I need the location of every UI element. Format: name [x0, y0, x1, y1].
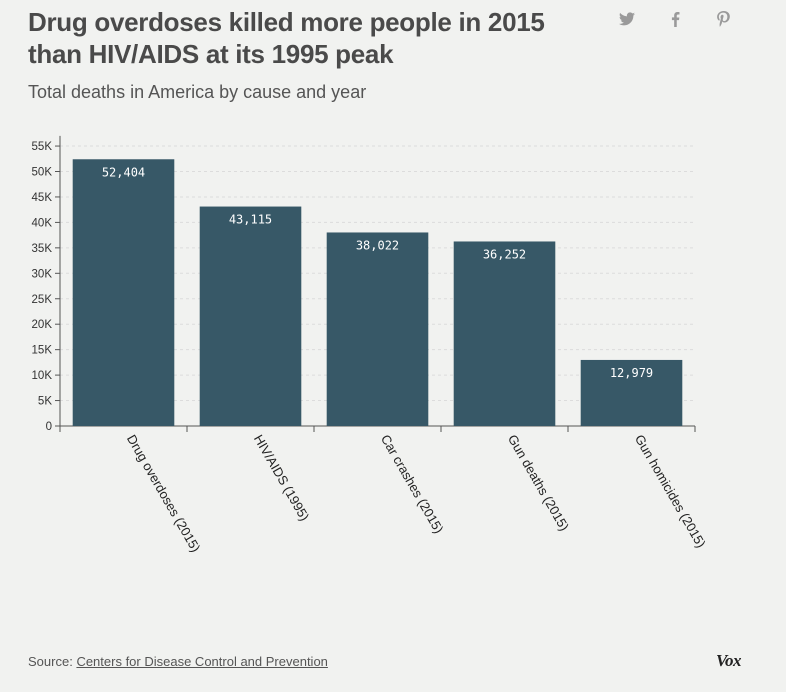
x-category-label: HIV/AIDS (1995) [251, 432, 312, 523]
bar-value-label: 43,115 [229, 213, 272, 227]
x-category-label: Drug overdoses (2015) [124, 432, 203, 555]
bar-value-label: 36,252 [483, 247, 526, 261]
bar-chart: 0 5K 10K 15K 20K 25K 30K 35K 40K 45K 50K 55K 52,404 D… [32, 135, 709, 555]
y-tick-label: 10K [32, 370, 53, 382]
bar [72, 159, 175, 426]
y-tick-label: 15K [32, 345, 53, 357]
facebook-icon[interactable] [666, 10, 684, 28]
x-category-label: Gun deaths (2015) [505, 432, 572, 533]
source-prefix: Source: [28, 654, 73, 669]
y-tick-label: 45K [32, 192, 53, 204]
bars [72, 159, 683, 426]
vox-logo: Vox [716, 651, 741, 670]
bar [326, 232, 429, 426]
y-tick-label: 20K [32, 319, 53, 331]
pinterest-icon[interactable] [714, 10, 732, 28]
bar [580, 359, 683, 426]
bar-value-label: 12,979 [610, 366, 653, 380]
bar-value-label: 38,022 [356, 238, 399, 252]
bar [199, 206, 302, 426]
y-tick-label: 55K [32, 141, 53, 153]
source-link[interactable]: Centers for Disease Control and Preventi… [76, 654, 328, 669]
bar-value-label: 52,404 [102, 165, 145, 179]
y-tick-label: 50K [32, 167, 53, 179]
y-tick-label: 30K [32, 268, 53, 280]
x-category-label: Gun homicides (2015) [632, 432, 709, 550]
bar [453, 241, 556, 426]
chart-title: Drug overdoses killed more people in 201… [28, 7, 545, 69]
x-category-label: Car crashes (2015) [378, 432, 447, 536]
y-tick-label: 40K [32, 217, 53, 229]
source-line: Source: Centers for Disease Control and … [28, 654, 328, 669]
y-tick-label: 25K [32, 294, 53, 306]
y-tick-label: 5K [38, 396, 52, 408]
twitter-icon[interactable] [618, 10, 636, 28]
y-tick-label: 35K [32, 243, 53, 255]
chart-subtitle: Total deaths in America by cause and yea… [28, 82, 367, 102]
y-tick-label: 0 [46, 421, 52, 433]
